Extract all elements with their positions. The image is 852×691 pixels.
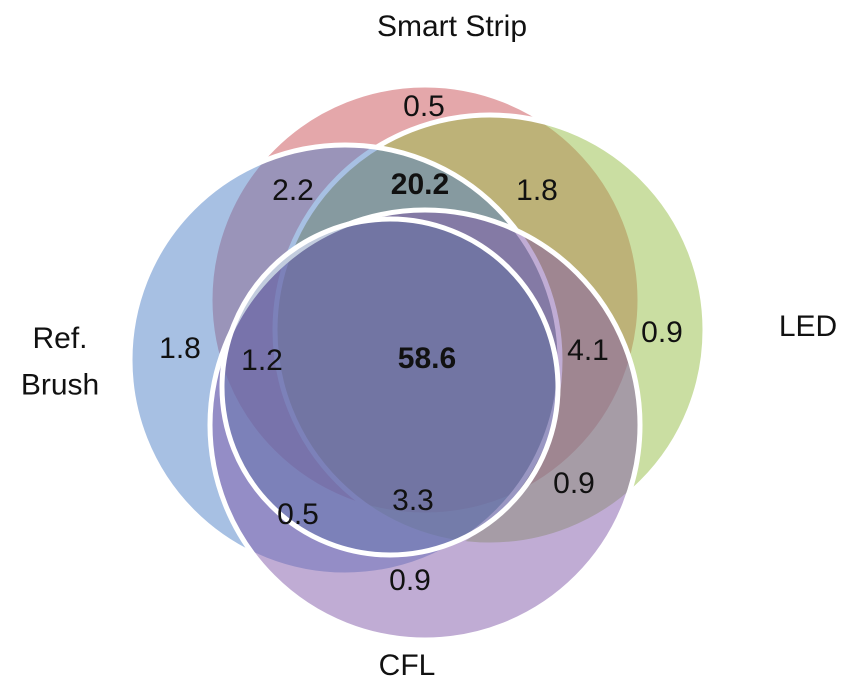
- region-value: 1.8: [516, 174, 558, 207]
- set-label: LED: [779, 310, 837, 343]
- region-value: 0.5: [403, 90, 445, 123]
- set-circles: [127, 82, 708, 643]
- region-value: 3.3: [392, 484, 434, 517]
- core-circle: [219, 216, 561, 558]
- region-value: 58.6: [398, 342, 456, 375]
- region-value: 0.9: [641, 316, 683, 349]
- region-value: 1.2: [241, 344, 283, 377]
- set-label-line: Ref.: [32, 322, 87, 355]
- set-label: Ref. Brush: [21, 322, 99, 402]
- set-label: Smart Strip: [377, 10, 527, 43]
- region-value: 0.5: [277, 498, 319, 531]
- region-value: 1.8: [159, 332, 201, 365]
- set-label: CFL: [379, 649, 436, 682]
- cfl-circle: [207, 207, 643, 643]
- region-value: 4.1: [567, 334, 609, 367]
- set-label-line: Brush: [21, 368, 99, 401]
- region-value: 2.2: [272, 174, 314, 207]
- region-value: 0.9: [553, 467, 595, 500]
- region-value: 20.2: [391, 168, 449, 201]
- region-value: 0.9: [389, 564, 431, 597]
